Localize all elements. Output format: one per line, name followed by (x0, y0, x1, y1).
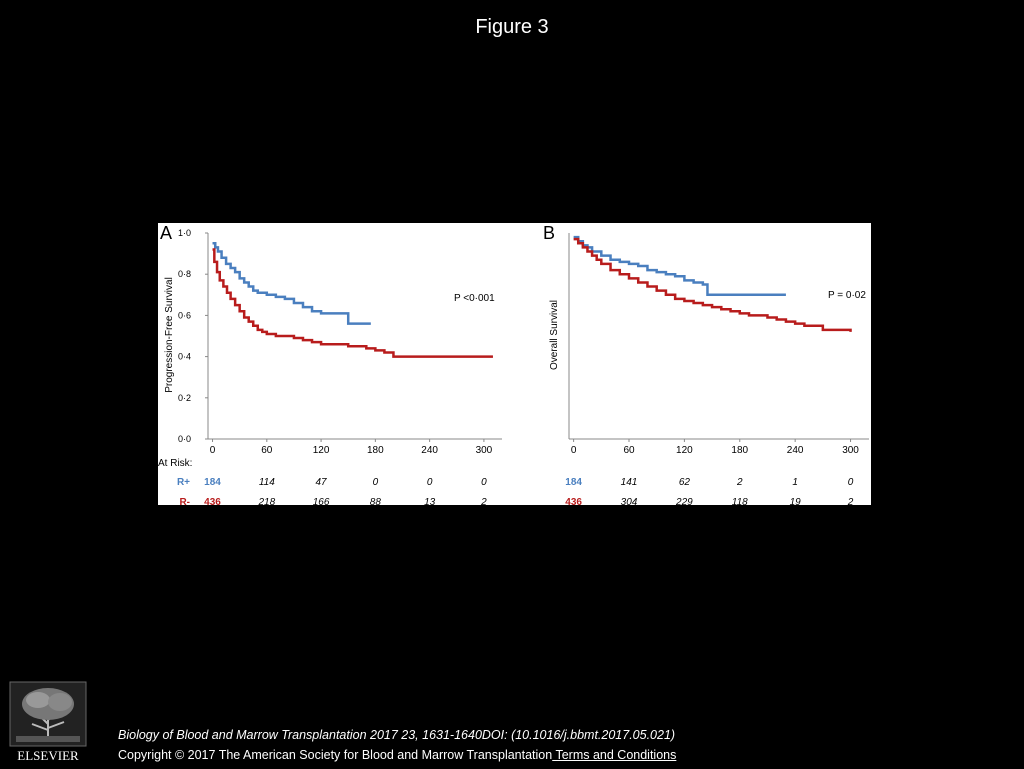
km-chart-svg: A0·00·20·40·60·81·00 60 120 180 240 300Progre… (158, 223, 869, 505)
x-tick-label: 300 (476, 445, 493, 456)
p-value-annotation: P = 0·02 (828, 290, 866, 301)
x-tick-label: 180 (367, 445, 384, 456)
y-tick-label: 1·0 (178, 228, 191, 238)
at-risk-value: 118 (732, 497, 748, 505)
at-risk-row-label: R+ (177, 477, 190, 488)
at-risk-value: 0 (373, 477, 379, 488)
x-tick-label: 300 (842, 445, 859, 456)
copyright-text: Copyright © 2017 The American Society fo… (118, 748, 553, 762)
series-line-r-plus (573, 235, 786, 297)
at-risk-value: 88 (370, 497, 382, 505)
terms-link[interactable]: Terms and Conditions (552, 748, 677, 762)
p-value-annotation: P <0·001 (454, 293, 495, 304)
x-tick-label: 120 (676, 445, 693, 456)
panel-label: B (543, 223, 555, 243)
panel-label: A (160, 223, 172, 243)
at-risk-value: 47 (316, 477, 328, 488)
x-tick-label: 120 (313, 445, 330, 456)
at-risk-value: 218 (257, 497, 275, 505)
x-tick-label: 0 (210, 445, 216, 456)
at-risk-heading: At Risk: (158, 458, 192, 469)
at-risk-value: 114 (259, 477, 275, 488)
at-risk-value: 0 (481, 477, 487, 488)
y-tick-label: 0·8 (178, 269, 191, 279)
logo-text: ELSEVIER (17, 748, 79, 763)
x-tick-label: 240 (787, 445, 804, 456)
y-tick-label: 0·2 (178, 393, 191, 403)
x-tick-label: 180 (731, 445, 748, 456)
km-figure: A 0·0 0·2 0·4 0·6 0·8 1·0 0 60 120 180 240 300 Progre… (158, 223, 871, 505)
x-tick-label: 60 (261, 445, 273, 456)
at-risk-value: 141 (621, 477, 638, 488)
at-risk-value: 2 (847, 497, 854, 505)
at-risk-value: 1 (792, 477, 798, 488)
at-risk-value: 436 (565, 497, 582, 505)
x-tick-label: 0 (571, 445, 577, 456)
y-axis-label: Progression-Free Survival (164, 277, 175, 393)
elsevier-tree-icon: ELSEVIER (9, 681, 87, 763)
at-risk-value: 184 (565, 477, 582, 488)
at-risk-value: 304 (621, 497, 638, 505)
at-risk-row-label: R- (179, 497, 190, 505)
series-line-r-minus (212, 248, 493, 358)
elsevier-logo: ELSEVIER (8, 680, 88, 764)
x-tick-label: 60 (623, 445, 635, 456)
at-risk-value: 2 (736, 477, 743, 488)
at-risk-value: 0 (427, 477, 433, 488)
at-risk-value: 229 (675, 497, 693, 505)
at-risk-value: 184 (204, 477, 221, 488)
figure-title: Figure 3 (475, 16, 549, 38)
y-tick-label: 0·0 (178, 434, 191, 444)
at-risk-value: 13 (424, 497, 436, 505)
y-tick-label: 0·6 (178, 310, 191, 320)
y-axis-label: Overall Survival (549, 300, 560, 370)
at-risk-value: 2 (480, 497, 487, 505)
series-line-r-plus (212, 242, 371, 325)
copyright-line: Copyright © 2017 The American Society fo… (118, 748, 676, 762)
citation: Biology of Blood and Marrow Transplantat… (118, 728, 676, 742)
at-risk-value: 19 (790, 497, 802, 505)
series-line-r-minus (573, 237, 852, 332)
x-tick-label: 240 (421, 445, 438, 456)
at-risk-value: 62 (679, 477, 691, 488)
at-risk-value: 436 (204, 497, 221, 505)
at-risk-value: 166 (313, 497, 330, 505)
at-risk-value: 0 (848, 477, 854, 488)
y-tick-label: 0·4 (178, 352, 191, 362)
